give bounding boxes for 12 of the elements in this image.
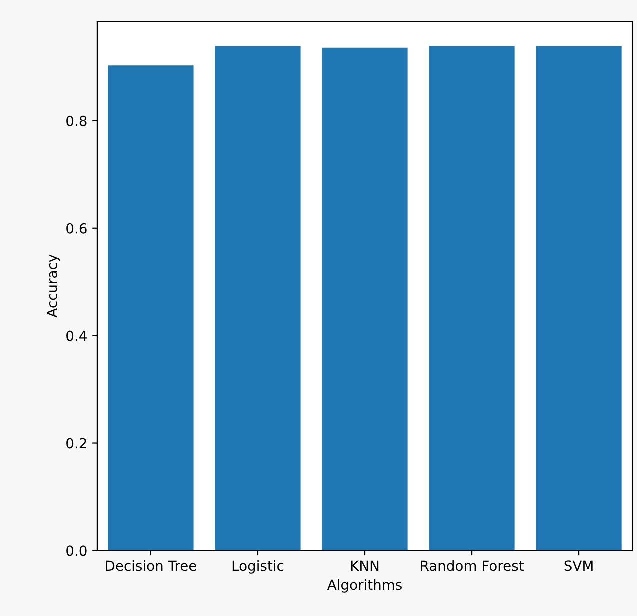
x-tick-label: Random Forest <box>421 560 524 572</box>
y-tick-label: 0.0 <box>66 546 87 556</box>
y-axis-title: Accuracy <box>47 254 60 318</box>
y-tick-label: 0.8 <box>66 116 87 126</box>
x-tick-label: SVM <box>564 560 593 572</box>
y-tick-label: 0.2 <box>66 438 86 449</box>
x-tick-label: KNN <box>351 560 379 571</box>
y-tick-label: 0.4 <box>66 330 87 342</box>
x-axis-title: Algorithms <box>327 579 402 593</box>
x-tick-label: Logistic <box>232 560 284 574</box>
y-tick-label: 0.6 <box>66 223 87 234</box>
x-tick-label: Decision Tree <box>106 560 196 572</box>
